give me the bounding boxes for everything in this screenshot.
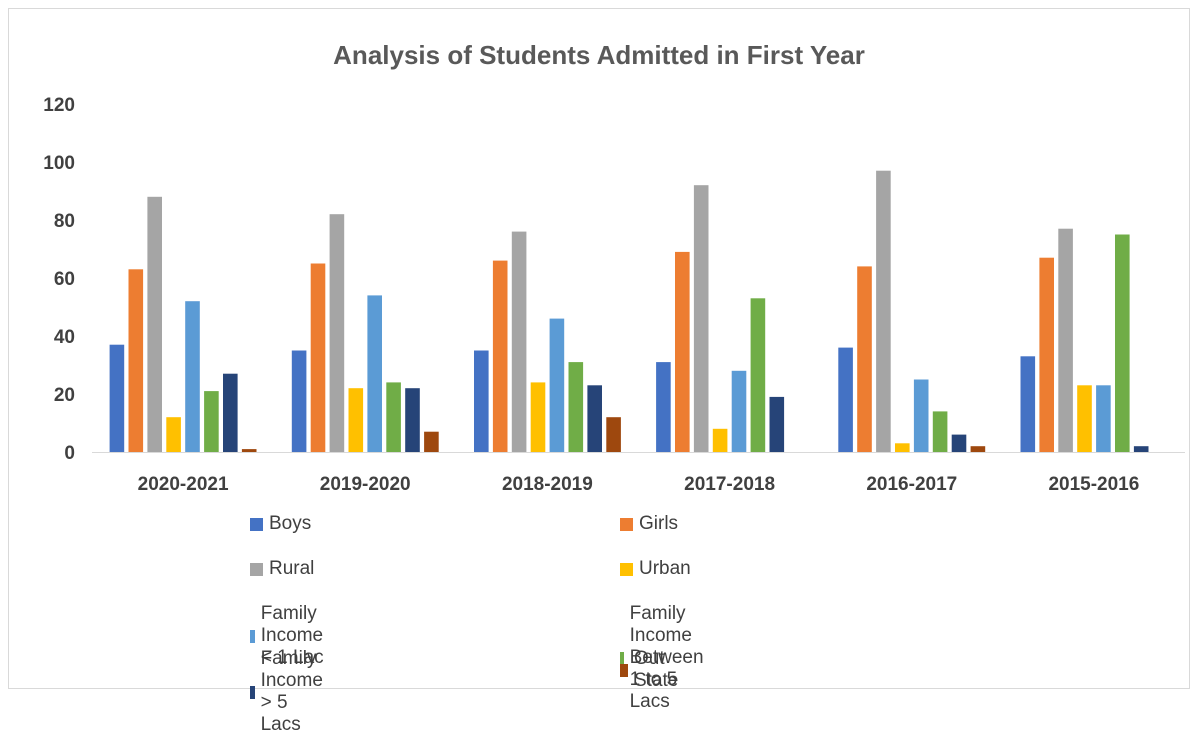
bar (932, 411, 948, 452)
bar (656, 362, 671, 452)
bar (367, 295, 382, 452)
bar (895, 443, 910, 452)
legend-item: Out State (620, 648, 683, 692)
legend-swatch (620, 517, 633, 531)
legend-swatch (620, 663, 628, 677)
legend-label: Family Income < 1 Lac (260, 603, 324, 668)
legend-item: Family Income < 1 Lac (250, 603, 331, 669)
bar (568, 362, 584, 452)
legend-label: Out State (634, 648, 679, 691)
bar (587, 385, 602, 452)
bar (549, 318, 565, 452)
x-tick-label: 2018-2019 (502, 474, 593, 495)
legend-swatch (250, 629, 255, 643)
bar (310, 263, 326, 452)
bar (530, 382, 546, 452)
bar (185, 301, 200, 452)
bar-chart: 0 20 40 60 80 100 120 2020-2021 2019-2020 2018-20… (43, 95, 1185, 495)
x-tick-label: 2017-2018 (684, 474, 775, 495)
bar (291, 350, 307, 452)
bar (166, 417, 181, 452)
bar (405, 388, 420, 452)
bar (1096, 385, 1111, 452)
bar (329, 214, 345, 452)
x-tick-label: 2016-2017 (866, 474, 957, 495)
bar (1133, 446, 1149, 452)
legend-label: Family Income > 5 Lacs (260, 648, 323, 735)
bar (1039, 257, 1054, 452)
x-tick-label: 2020-2021 (138, 474, 229, 495)
y-tick-label: 60 (54, 269, 75, 290)
bar (147, 196, 162, 452)
bar (128, 269, 144, 452)
bar (386, 382, 401, 452)
y-tick-label: 20 (54, 385, 75, 406)
bar (109, 344, 125, 452)
chart-title: Analysis of Students Admitted in First Y… (333, 40, 865, 70)
y-tick-label: 80 (54, 211, 75, 232)
legend-swatch (250, 685, 255, 699)
y-tick-label: 100 (43, 153, 75, 174)
bar (693, 185, 709, 452)
bar (876, 170, 891, 452)
bar (731, 370, 747, 452)
bar (913, 379, 929, 452)
legend-item: Family Income > 5 Lacs (250, 648, 331, 736)
legend-swatch (620, 562, 633, 576)
legend-label: Rural (269, 558, 315, 579)
bar (857, 266, 872, 452)
bar (951, 434, 967, 452)
x-tick-label: 2015-2016 (1048, 474, 1139, 495)
legend-item: Boys (250, 513, 311, 535)
legend-label: Family Income Between 1 to 5 Lacs (629, 603, 704, 712)
bar (511, 231, 527, 452)
bar (675, 251, 690, 452)
bar (474, 350, 489, 452)
legend-item: Urban (620, 558, 691, 580)
bar (1058, 228, 1073, 452)
bar (750, 298, 766, 452)
bar (348, 388, 364, 452)
legend-swatch (620, 651, 624, 665)
legend-label: Urban (639, 558, 691, 579)
legend-item: Family Income Between 1 to 5 Lacs (620, 603, 713, 713)
bar (838, 347, 853, 452)
bar (424, 431, 439, 452)
bar (1077, 385, 1092, 452)
y-tick-label: 40 (54, 327, 75, 348)
bar (241, 449, 257, 452)
bar (970, 446, 986, 452)
legend-item: Girls (620, 513, 678, 535)
bar (1115, 234, 1130, 452)
bar (606, 417, 621, 452)
bar (769, 396, 785, 452)
bar (204, 391, 219, 452)
bar (492, 260, 508, 452)
x-tick-label: 2019-2020 (320, 474, 411, 495)
legend-label: Girls (639, 513, 679, 534)
legend-swatch (250, 562, 263, 576)
legend-item: Rural (250, 558, 314, 580)
bar (1020, 356, 1036, 452)
y-tick-label: 0 (64, 443, 75, 464)
legend-label: Boys (269, 513, 312, 534)
chart-frame (8, 8, 1190, 689)
legend-swatch (250, 517, 263, 531)
bar (712, 428, 728, 452)
y-tick-label: 120 (43, 95, 75, 116)
bar (223, 373, 238, 452)
